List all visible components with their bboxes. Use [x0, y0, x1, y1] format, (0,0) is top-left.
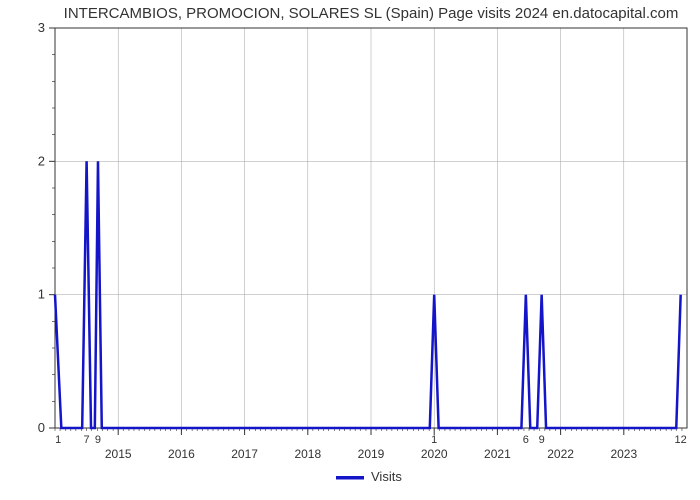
- x-year-label: 2021: [484, 447, 511, 461]
- x-month-label: 1: [431, 434, 437, 446]
- y-tick-label: 1: [38, 287, 45, 302]
- x-year-label: 2019: [358, 447, 385, 461]
- x-year-label: 2022: [547, 447, 574, 461]
- x-year-label: 2018: [294, 447, 321, 461]
- x-year-label: 2016: [168, 447, 195, 461]
- visits-chart: INTERCAMBIOS, PROMOCION, SOLARES SL (Spa…: [0, 0, 700, 500]
- x-month-label: 9: [539, 434, 545, 446]
- x-year-label: 2015: [105, 447, 132, 461]
- x-year-label: 2023: [610, 447, 637, 461]
- x-month-label: 6: [523, 434, 529, 446]
- y-tick-label: 2: [38, 153, 45, 168]
- y-tick-label: 0: [38, 420, 45, 435]
- x-month-label: 12: [675, 434, 687, 446]
- x-month-label: 9: [95, 434, 101, 446]
- x-month-label: 7: [84, 434, 90, 446]
- chart-title: INTERCAMBIOS, PROMOCION, SOLARES SL (Spa…: [64, 5, 679, 22]
- y-tick-label: 3: [38, 20, 45, 35]
- x-year-label: 2017: [231, 447, 258, 461]
- x-year-label: 2020: [421, 447, 448, 461]
- legend-swatch: [336, 476, 364, 480]
- legend-label: Visits: [371, 469, 402, 484]
- chart-svg: INTERCAMBIOS, PROMOCION, SOLARES SL (Spa…: [0, 0, 700, 500]
- x-month-label: 1: [55, 434, 61, 446]
